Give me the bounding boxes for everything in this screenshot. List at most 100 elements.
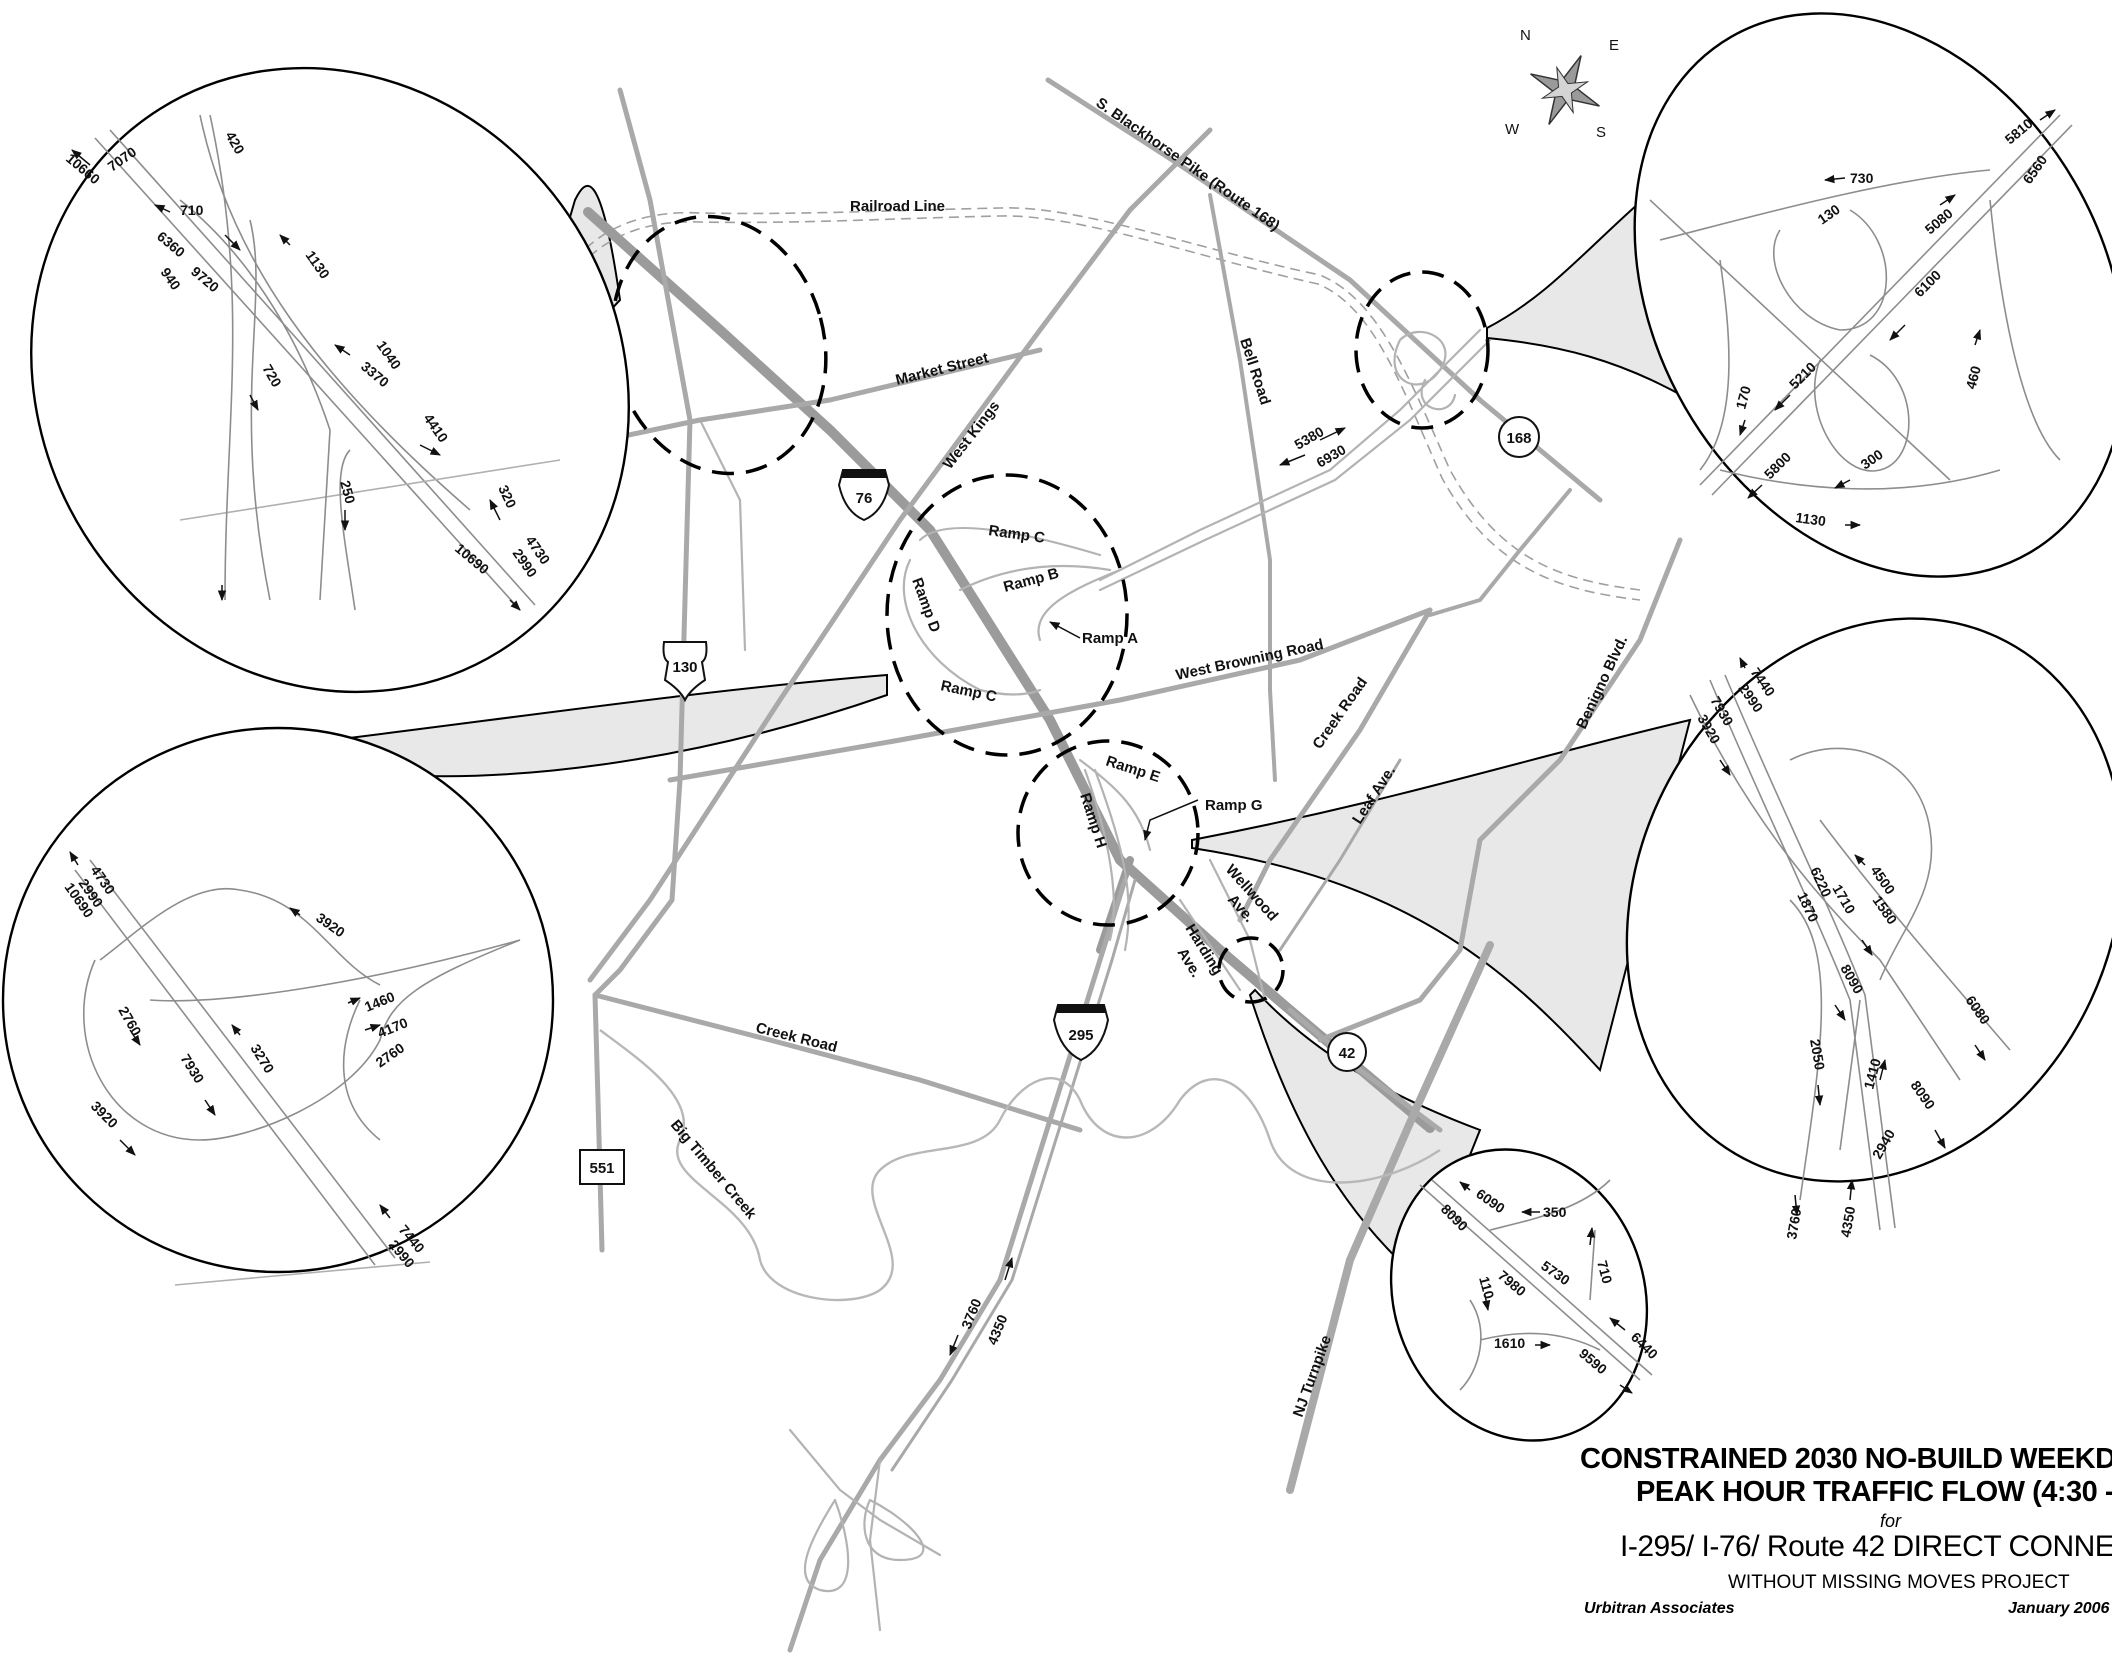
map-label: N (1520, 27, 1531, 44)
volume-br-1610: 1610 (1494, 1335, 1525, 1351)
ramp-e-label: Ramp E (1104, 753, 1162, 786)
blackhorse-clover-2 (1420, 378, 1457, 411)
flow-arrow-icon (119, 1139, 136, 1156)
rampb-line-1 (1098, 328, 1482, 582)
flow-arrow-icon (1319, 427, 1346, 441)
zoom-circle-wellwood (1217, 936, 1285, 1004)
bubble-mid-right-roads (1689, 674, 2011, 1231)
benigno-blvd (1317, 537, 1683, 1043)
svg-text:295: 295 (1068, 1027, 1093, 1044)
market-street-label: Market Street (894, 349, 990, 388)
bubble-mid-left: 4730 2990 10690 3920 1460 4170 2760 2760… (1, 726, 555, 1286)
zoom-circles (610, 214, 1490, 1004)
volume-mr-1410: 1410 (1860, 1056, 1884, 1090)
flow-arrow-icon (1973, 329, 1981, 346)
wellwood-road (1208, 858, 1267, 1002)
title-for: for (1880, 1511, 1902, 1531)
flow-arrow-icon (129, 1029, 141, 1046)
flow-arrow-icon (334, 344, 351, 356)
big-timber-label: Big Timber Creek (667, 1117, 760, 1223)
rt551-shield: 551 (579, 1149, 625, 1185)
flow-arrow-icon (204, 1099, 216, 1116)
volume-tr-730: 730 (1850, 170, 1874, 186)
bubble-bottom-right-roads (1419, 1179, 1653, 1391)
svg-text:551: 551 (589, 1160, 614, 1177)
flow-arrow-icon (1747, 484, 1763, 499)
flow-arrow-icon (347, 997, 361, 1006)
svg-text:168: 168 (1506, 430, 1531, 447)
flow-arrow-icon (1482, 1294, 1491, 1312)
ramp-c-top-label: Ramp C (987, 522, 1046, 547)
project-subtitle: WITHOUT MISSING MOVES PROJECT (1728, 1572, 2070, 1593)
svg-text:76: 76 (856, 490, 873, 507)
title-line-1: CONSTRAINED 2030 NO-BUILD WEEKDA (1580, 1443, 2112, 1475)
flow-arrow-icon (71, 149, 91, 166)
flow-arrow-icon (489, 499, 501, 521)
flow-arrow-icon (1739, 657, 1748, 669)
bubble-mid-right: 7440 2990 7930 3920 4500 6220 1710 1870 … (1625, 617, 2112, 1241)
flow-arrow-icon (69, 851, 79, 866)
bubble-top-right-roads (1649, 114, 2073, 496)
volume-tl-710: 710 (180, 202, 204, 218)
volume-mr-4350: 4350 (1837, 1205, 1858, 1239)
west-kings-label: West Kings (940, 398, 1004, 473)
benigno-label: Benigno Blvd. (1573, 633, 1631, 732)
bottom-loop-1 (803, 1498, 850, 1593)
west-kings-road (587, 127, 1213, 983)
flow-arrow-icon (1719, 759, 1731, 776)
bell-road (1208, 193, 1277, 782)
zoom-circle-us130 (610, 214, 828, 476)
bubble-top-left-roads (94, 114, 561, 611)
flow-arrow-icon (154, 204, 171, 213)
svg-text:42: 42 (1339, 1045, 1356, 1062)
flow-arrow-icon (1586, 1226, 1596, 1246)
flow-arrow-icon (1878, 1058, 1887, 1081)
flow-arrow-icon (1846, 1178, 1856, 1201)
rampb-line-2 (1098, 338, 1492, 592)
i295-south-2 (890, 878, 1137, 1472)
volume-main-5380: 5380 (1292, 423, 1327, 453)
project-name: I-295/ I-76/ Route 42 DIRECT CONNECT (1620, 1530, 2112, 1563)
flow-arrow-icon (249, 394, 259, 411)
route-shields: 76 295 130 168 42 551 (579, 416, 1540, 1185)
flow-arrow-icon (279, 234, 291, 246)
ramp-a-label: Ramp A (1082, 630, 1138, 647)
flow-arrow-icon (1791, 1194, 1801, 1217)
rt42-shield: 42 (1327, 1032, 1367, 1072)
date-label: January 2006 (2008, 1600, 2110, 1617)
volume-br-710: 710 (1594, 1259, 1616, 1286)
us130-shield: 130 (662, 641, 708, 703)
flow-arrow-icon (1934, 1129, 1946, 1149)
bottom-ramp (788, 1428, 942, 1557)
bubble-bottom-right: 6090 350 8090 5730 710 110 7980 1610 959… (1389, 1148, 1661, 1442)
flow-arrow-icon (1823, 174, 1846, 184)
volume-main-6930: 6930 (1314, 441, 1349, 471)
blackhorse-label: S. Blackhorse Pike (Route 168) (1093, 94, 1283, 234)
bottom-loop-2 (863, 1498, 925, 1562)
volume-mr-3760: 3760 (1783, 1207, 1804, 1241)
market-street (602, 347, 1043, 443)
bubble-top-left: 7070 10660 710 420 6360 1130 940 9720 10… (30, 66, 630, 694)
volume-br-350: 350 (1543, 1204, 1567, 1220)
flow-arrow-icon (1854, 854, 1866, 866)
nj-turnpike (1286, 941, 1494, 1494)
flow-arrow-icon (1861, 939, 1873, 956)
flow-arrow-icon (289, 907, 301, 917)
svg-text:130: 130 (672, 659, 697, 676)
flow-arrow-icon (1609, 1317, 1626, 1331)
blackhorse-clover-1 (1393, 330, 1447, 386)
flow-arrow-icon (509, 599, 521, 611)
flow-arrow-icon (1619, 1384, 1633, 1394)
volume-br-110: 110 (1476, 1275, 1497, 1301)
flow-arrow-icon (1974, 1044, 1986, 1061)
title-line-2: PEAK HOUR TRAFFIC FLOW (4:30 - 5 (1636, 1476, 2112, 1508)
flow-arrow-icon (224, 234, 241, 251)
bubble-top-right: 730 5810 6560 130 5080 6100 170 5210 460… (1633, 12, 2112, 578)
i76-shield: 76 (837, 469, 891, 522)
flow-arrow-icon (1279, 454, 1306, 466)
bottom-road (868, 1458, 882, 1632)
ramp-a-path (1037, 568, 1122, 642)
flow-arrow-icon (1774, 394, 1791, 411)
